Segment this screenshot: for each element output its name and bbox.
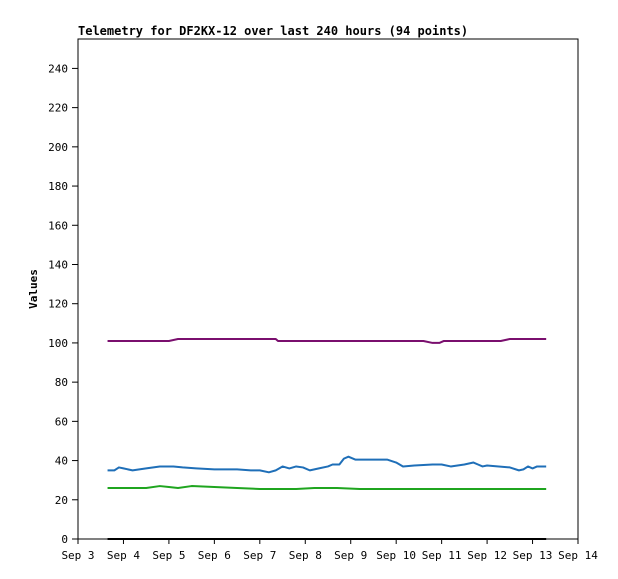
x-tick-label: Sep 12 (467, 549, 507, 562)
y-tick-label: 80 (55, 376, 68, 389)
y-tick-label: 60 (55, 415, 68, 428)
x-tick-label: Sep 11 (422, 549, 462, 562)
x-tick-label: Sep 5 (152, 549, 185, 562)
y-tick-label: 160 (48, 219, 68, 232)
y-tick-label: 0 (61, 533, 68, 546)
series-lines (107, 338, 547, 540)
series-line-3 (107, 485, 547, 490)
y-tick-label: 40 (55, 455, 68, 468)
x-tick-label: Sep 4 (107, 549, 140, 562)
y-axis-label: Values (27, 269, 40, 309)
y-tick-label: 220 (48, 102, 68, 115)
y-tick-label: 200 (48, 141, 68, 154)
x-tick-label: Sep 10 (376, 549, 416, 562)
x-tick-label: Sep 7 (243, 549, 276, 562)
series-line-1 (107, 338, 547, 344)
chart-title: Telemetry for DF2KX-12 over last 240 hou… (78, 24, 468, 38)
x-tick-label: Sep 14 (558, 549, 598, 562)
y-tick-label: 140 (48, 258, 68, 271)
y-tick-label: 240 (48, 62, 68, 75)
series-line-2 (107, 455, 547, 474)
y-tick-label: 100 (48, 337, 68, 350)
x-axis-ticks: Sep 3 Sep 4 Sep 5 Sep 6 Sep 7 Sep 8 Sep 9 Sep 1… (61, 539, 598, 562)
x-tick-label: Sep 9 (334, 549, 367, 562)
x-tick-label: Sep 3 (61, 549, 94, 562)
y-tick-label: 180 (48, 180, 68, 193)
x-tick-label: Sep 8 (289, 549, 322, 562)
y-tick-label: 20 (55, 494, 68, 507)
y-axis-ticks: 0 20 40 60 80 100 120 140 160 180 200 220 240 (48, 62, 78, 546)
y-tick-label: 120 (48, 298, 68, 311)
x-tick-label: Sep 6 (198, 549, 231, 562)
plot-frame (77, 38, 579, 540)
x-tick-label: Sep 13 (513, 549, 553, 562)
